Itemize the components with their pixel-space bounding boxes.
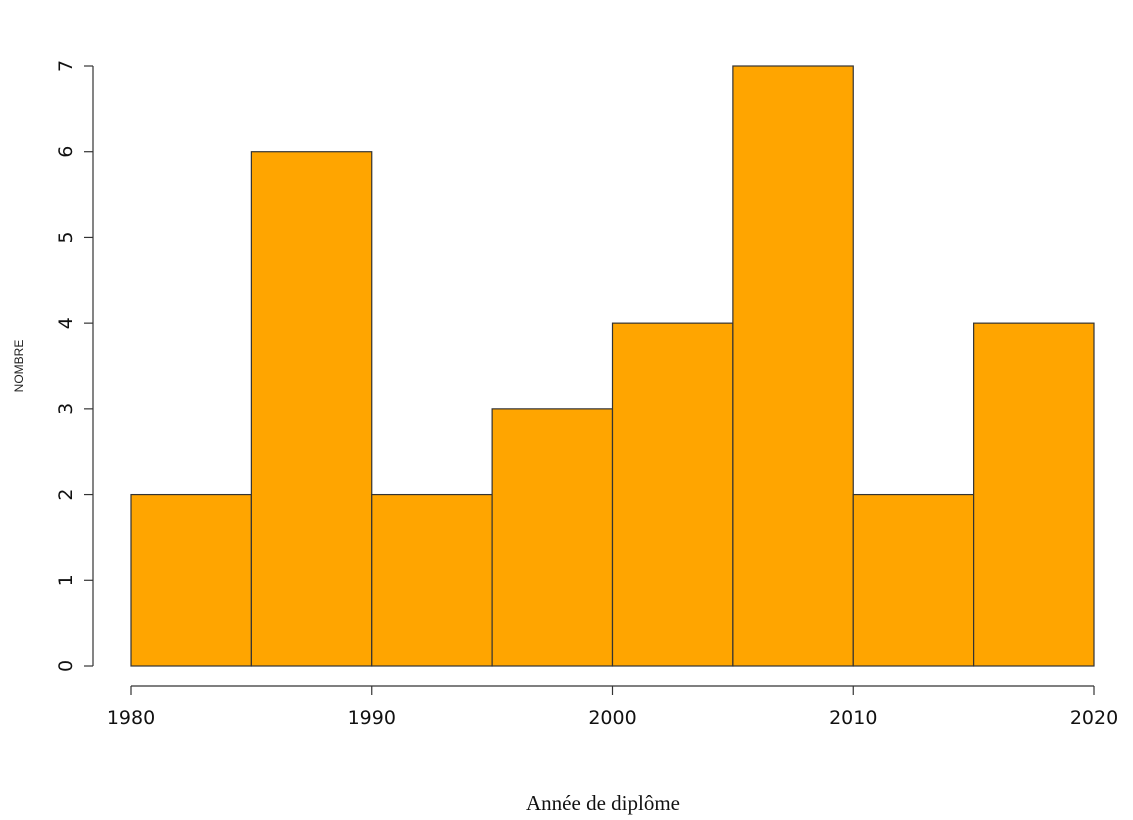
y-tick-label: 6: [55, 146, 77, 158]
histogram-bar: [371, 493, 493, 667]
y-tick-label: 5: [55, 231, 77, 243]
x-tick-label: 1980: [107, 707, 155, 729]
x-tick-label: 1990: [348, 707, 396, 729]
histogram-bar: [250, 151, 373, 667]
y-tick-label: 7: [55, 60, 77, 72]
histogram-bar: [491, 408, 614, 667]
y-tick-label: 4: [55, 317, 77, 329]
y-axis: 0 1 2 3 4 5 6 7: [55, 60, 94, 672]
x-tick-label: 2000: [588, 707, 636, 729]
histogram-bar: [852, 493, 975, 667]
x-tick-label: 2010: [829, 707, 877, 729]
histogram-bar: [130, 493, 252, 667]
y-tick-label: 3: [55, 403, 77, 415]
histogram-bar: [611, 322, 734, 667]
bars-group: [130, 65, 1095, 667]
y-tick-label: 2: [55, 489, 77, 501]
histogram-bar: [732, 65, 854, 667]
histogram-bar: [973, 322, 1095, 667]
x-axis-label: Année de diplôme: [526, 791, 680, 815]
y-tick-label: 0: [55, 660, 77, 672]
y-axis-label: NOMBRE: [12, 340, 26, 393]
x-axis: 1980 1990 2000 2010 2020: [107, 685, 1118, 729]
x-tick-label: 2020: [1070, 707, 1118, 729]
y-tick-label: 1: [55, 574, 77, 586]
